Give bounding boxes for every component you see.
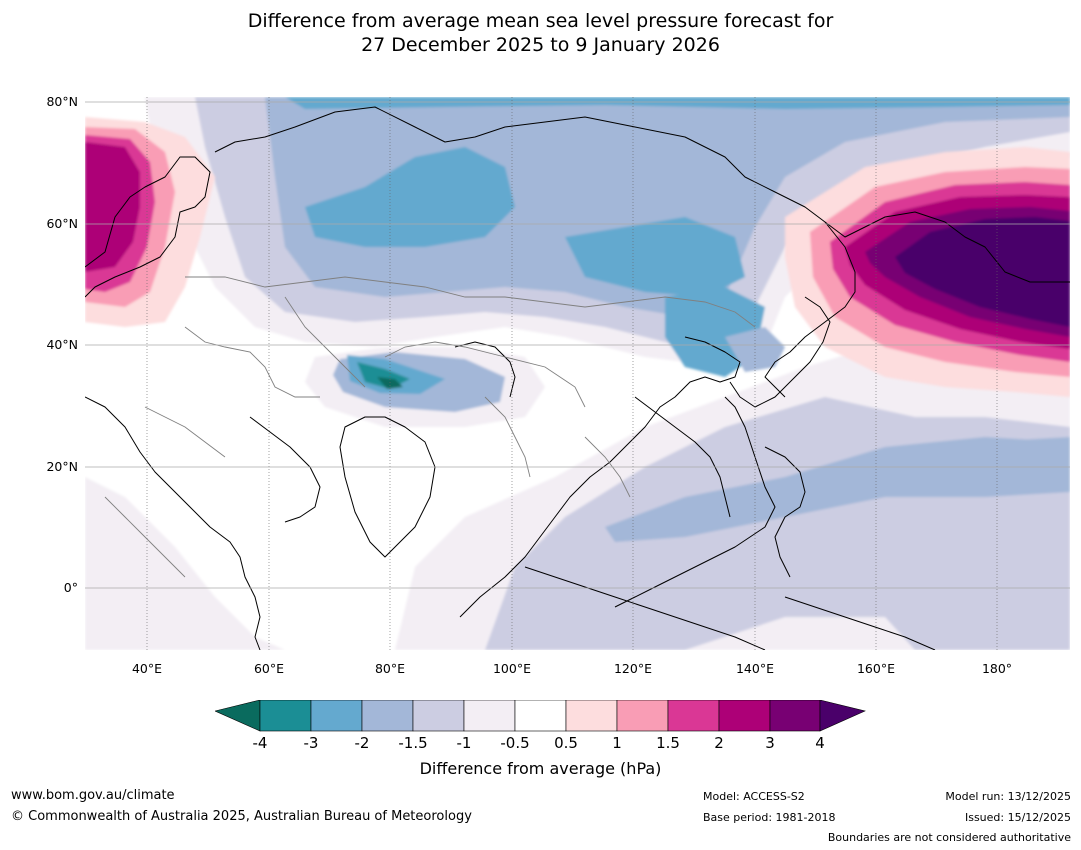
lon-label-160e: 160°E bbox=[856, 661, 895, 676]
colorbar-swatch-2-to-15 bbox=[361, 700, 414, 732]
europe-high-core bbox=[85, 142, 140, 272]
lat-label-40n: 40°N bbox=[46, 337, 78, 352]
colorbar-swatch-1-to-15 bbox=[616, 700, 669, 732]
chart-title: Difference from average mean sea level p… bbox=[0, 9, 1081, 57]
disclaimer-text: Boundaries are not considered authoritat… bbox=[827, 831, 1071, 844]
colorbar-swatch-15-to-2 bbox=[667, 700, 720, 732]
siberia-core-1 bbox=[305, 147, 515, 247]
lat-label-0: 0° bbox=[63, 580, 78, 595]
title-line-2: 27 December 2025 to 9 January 2026 bbox=[361, 34, 720, 56]
north-band-teal bbox=[285, 97, 1070, 109]
map-canvas bbox=[85, 97, 1070, 650]
colorbar-tick: 0.5 bbox=[554, 734, 578, 752]
pacific-high-core bbox=[895, 217, 1070, 327]
colorbar-tick: -1.5 bbox=[398, 734, 428, 752]
anomaly-band-neg05-west bbox=[85, 477, 285, 650]
coastlines bbox=[85, 106, 1070, 650]
model-run-text: Model run: 13/12/2025 bbox=[945, 790, 1071, 803]
lon-label-180: 180° bbox=[981, 661, 1013, 676]
siberia-core-2 bbox=[565, 217, 745, 297]
colorbar-tick: -4 bbox=[252, 734, 268, 752]
model-text: Model: ACCESS-S2 bbox=[703, 790, 805, 803]
issued-text: Issued: 15/12/2025 bbox=[964, 811, 1071, 824]
colorbar-tick: 3 bbox=[765, 734, 775, 752]
colorbar-swatch-below-4 bbox=[215, 700, 261, 732]
colorbar-swatch-above-4 bbox=[819, 700, 866, 732]
lon-label-60e: 60°E bbox=[253, 661, 285, 676]
lat-label-60n: 60°N bbox=[46, 216, 78, 231]
base-period-text: Base period: 1981-2018 bbox=[703, 811, 836, 824]
colorbar-tick: -3 bbox=[303, 734, 319, 752]
copyright-text: © Commonwealth of Australia 2025, Austra… bbox=[11, 809, 472, 824]
lon-label-140e: 140°E bbox=[735, 661, 774, 676]
colorbar-swatch-4-to-3 bbox=[259, 700, 312, 732]
colorbar-label: Difference from average (hPa) bbox=[419, 759, 662, 778]
longitude-gridlines bbox=[146, 97, 998, 650]
colorbar bbox=[215, 700, 866, 732]
colorbar-tick: 2 bbox=[714, 734, 724, 752]
lat-label-20n: 20°N bbox=[46, 459, 78, 474]
colorbar-tick: -1 bbox=[456, 734, 472, 752]
lon-label-40e: 40°E bbox=[131, 661, 163, 676]
lon-label-100e: 100°E bbox=[492, 661, 531, 676]
colorbar-swatch-1-to-05 bbox=[463, 700, 516, 732]
latitude-gridlines bbox=[85, 101, 1070, 589]
colorbar-swatch-3-to-2 bbox=[310, 700, 363, 732]
colorbar-tick: 1 bbox=[612, 734, 622, 752]
colorbar-swatch-15-to-1 bbox=[412, 700, 465, 732]
colorbar-tick: -0.5 bbox=[500, 734, 530, 752]
colorbar-swatch-3-to-4 bbox=[769, 700, 821, 732]
lat-label-80n: 80°N bbox=[46, 94, 78, 109]
title-line-1: Difference from average mean sea level p… bbox=[247, 10, 834, 32]
lon-label-120e: 120°E bbox=[613, 661, 652, 676]
colorbar-swatch-05-to-1 bbox=[565, 700, 618, 732]
pressure-anomaly-map[interactable] bbox=[85, 97, 1070, 650]
colorbar-tick: 1.5 bbox=[656, 734, 680, 752]
website-link[interactable]: www.bom.gov.au/climate bbox=[11, 788, 175, 803]
anomaly-band-neg15 bbox=[605, 437, 1070, 542]
colorbar-swatch-neutral bbox=[514, 700, 567, 732]
anomaly-band-neg15-sub bbox=[985, 437, 1070, 467]
lon-label-80e: 80°E bbox=[374, 661, 406, 676]
colorbar-swatch-2-to-3 bbox=[718, 700, 771, 732]
colorbar-tick: 4 bbox=[815, 734, 825, 752]
colorbar-tick: -2 bbox=[354, 734, 370, 752]
